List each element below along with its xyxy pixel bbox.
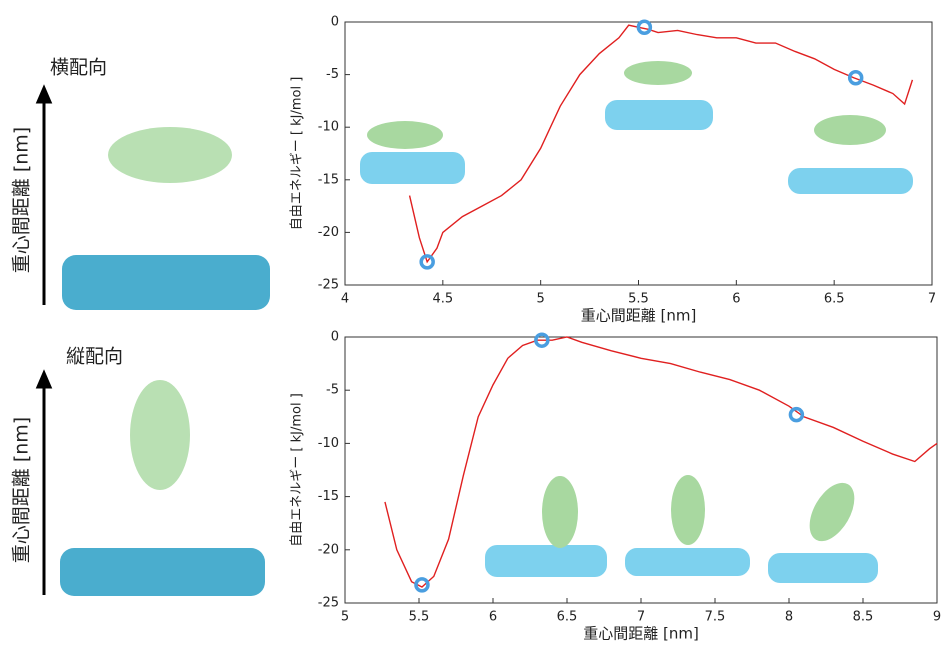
panel-title: 横配向: [50, 57, 107, 79]
state-marker: [414, 577, 430, 593]
state-marker: [636, 19, 653, 36]
x-tick-label: 9: [933, 610, 941, 625]
y-tick-label: -10: [318, 120, 339, 135]
x-axis-label: 重心間距離 [nm]: [583, 625, 699, 643]
x-tick-label: 6.5: [824, 292, 845, 307]
illustrations: [60, 61, 913, 596]
x-tick-label: 5.5: [628, 292, 649, 307]
x-tick-label: 4: [341, 292, 349, 307]
y-tick-label: -15: [318, 489, 339, 504]
y-tick-label: -5: [326, 67, 339, 82]
state-marker: [419, 254, 435, 270]
x-tick-label: 6.5: [557, 610, 578, 625]
state-marker: [788, 406, 805, 423]
x-tick-label: 5: [537, 292, 545, 307]
y-tick-label: 0: [331, 15, 339, 30]
y-tick-label: -10: [318, 436, 339, 451]
y-tick-label: -25: [318, 278, 339, 293]
state-marker: [847, 70, 864, 86]
x-tick-label: 7: [928, 292, 936, 307]
y-axis-label: 自由エネルギー [ kJ/mol ]: [290, 77, 305, 231]
x-tick-label: 4.5: [432, 292, 453, 307]
x-tick-label: 8.5: [853, 610, 874, 625]
energy-curve: [408, 24, 914, 264]
x-tick-label: 5.5: [409, 610, 430, 625]
x-axis-label: 重心間距離 [nm]: [581, 307, 697, 325]
x-tick-label: 6: [489, 610, 497, 625]
x-tick-label: 6: [732, 292, 740, 307]
y-tick-label: -20: [318, 225, 339, 240]
y-axis-label: 自由エネルギー [ kJ/mol ]: [290, 393, 305, 547]
y-tick-label: -15: [318, 172, 339, 187]
panel-axis-label: 重心間距離 [nm]: [11, 417, 33, 563]
y-tick-label: -25: [318, 596, 339, 611]
state-marker: [534, 332, 550, 348]
y-tick-label: -20: [318, 542, 339, 557]
x-tick-label: 7.5: [705, 610, 726, 625]
panel-title: 縦配向: [66, 346, 123, 368]
y-tick-label: 0: [331, 330, 339, 345]
y-tick-label: -5: [326, 383, 339, 398]
x-tick-label: 5: [341, 610, 349, 625]
panel-axis-label: 重心間距離 [nm]: [11, 127, 33, 273]
x-tick-label: 7: [637, 610, 645, 625]
arrows: [35, 84, 53, 595]
energy-curve: [384, 336, 938, 588]
x-tick-label: 8: [785, 610, 793, 625]
